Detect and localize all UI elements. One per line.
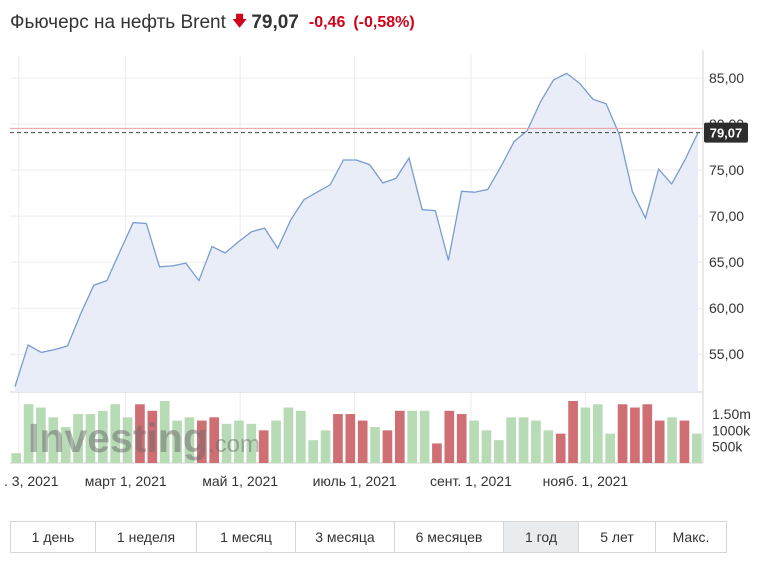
volume-tick-label: 1000k (712, 422, 751, 438)
volume-bars (11, 401, 702, 463)
volume-bar (36, 407, 46, 463)
volume-bar (135, 404, 145, 463)
x-axis: . 3, 2021 март 1, 2021 май 1, 2021 июль 1, … (4, 473, 628, 489)
volume-bar (320, 430, 331, 463)
volume-bar (432, 443, 442, 463)
tab-period-5[interactable]: 1 год (504, 522, 579, 552)
volume-bar (122, 417, 133, 463)
volume-bar (295, 410, 306, 463)
volume-bar (184, 417, 195, 463)
volume-bar (605, 433, 616, 463)
price-chart[interactable]: Investing.com 55,00 60,00 65,00 70,00 75,00 8… (0, 0, 774, 500)
volume-bar (258, 430, 269, 463)
volume-bar (159, 401, 170, 463)
volume-bar (506, 417, 517, 463)
volume-bar (11, 453, 22, 463)
volume-bar (147, 410, 158, 463)
volume-bar (234, 420, 244, 463)
y-tick-label: 65,00 (709, 254, 744, 270)
volume-bar (679, 420, 690, 463)
volume-bar (48, 417, 59, 463)
tab-period-1[interactable]: 1 неделя (96, 522, 197, 552)
volume-bar (271, 420, 281, 463)
y-tick-label: 60,00 (709, 300, 744, 316)
volume-bar (481, 430, 492, 463)
volume-bar (246, 423, 257, 463)
y-tick-label: 55,00 (709, 346, 744, 362)
x-tick-label: . 3, 2021 (4, 473, 59, 489)
volume-bar (691, 433, 702, 463)
volume-bar (283, 407, 294, 463)
tab-period-0[interactable]: 1 день (11, 522, 96, 552)
volume-bar (110, 404, 121, 463)
volume-bar (172, 420, 182, 463)
period-tabs: 1 день 1 неделя 1 месяц 3 месяца 6 месяцев 1 … (10, 521, 727, 553)
volume-tick-label: 500k (712, 439, 743, 455)
instrument-title: Фьючерс на нефть Brent (10, 12, 226, 33)
tab-period-6[interactable]: 5 лет (579, 522, 656, 552)
tab-period-7[interactable]: Макс. (656, 522, 727, 552)
tab-period-3[interactable]: 3 месяца (296, 522, 395, 552)
y-tick-label: 85,00 (709, 70, 744, 86)
volume-bar (221, 423, 232, 463)
volume-bar (592, 404, 603, 463)
volume-bar (419, 410, 430, 463)
volume-bar (209, 417, 220, 463)
volume-bar (333, 414, 343, 463)
last-price: 79,07 (251, 12, 299, 33)
volume-bar (617, 404, 628, 463)
volume-bar (667, 417, 677, 463)
volume-bar (357, 420, 368, 463)
volume-bar (555, 433, 566, 463)
volume-bar (382, 430, 393, 463)
volume-bar (493, 440, 504, 463)
arrow-down-icon: 🡇 (231, 12, 248, 30)
volume-bar (654, 420, 665, 463)
chart-header: Фьючерс на нефть Brent 🡇 79,07 -0,46 (-0… (10, 8, 415, 38)
x-tick-label: июль 1, 2021 (313, 473, 397, 489)
x-tick-label: май 1, 2021 (202, 473, 278, 489)
tab-period-2[interactable]: 1 месяц (197, 522, 296, 552)
volume-bar (568, 401, 578, 463)
volume-bar (543, 430, 554, 463)
volume-bar (642, 404, 653, 463)
volume-bar (456, 414, 467, 463)
volume-bar (345, 414, 356, 463)
volume-bar (394, 410, 405, 463)
volume-bar (469, 420, 479, 463)
x-tick-label: нояб. 1, 2021 (543, 473, 629, 489)
volume-bar (531, 420, 541, 463)
volume-bar (97, 410, 108, 463)
price-area (15, 73, 698, 393)
y-tick-label: 75,00 (709, 162, 744, 178)
volume-bar (308, 440, 319, 463)
volume-bar (518, 417, 529, 463)
volume-bar (60, 427, 71, 463)
price-line (14, 72, 699, 387)
volume-bar (85, 414, 96, 463)
y-tick-label: 70,00 (709, 208, 744, 224)
x-tick-label: сент. 1, 2021 (430, 473, 512, 489)
watermark-logo: Investing.com (28, 415, 260, 461)
x-tick-label: март 1, 2021 (85, 473, 167, 489)
last-price-label: 79,07 (710, 126, 743, 141)
volume-bar (196, 420, 207, 463)
last-price-marker: 79,07 (704, 122, 748, 143)
volume-bar (407, 410, 418, 463)
volume-tick-label: 1.50m (712, 406, 751, 422)
price-change: -0,46 (308, 14, 346, 31)
volume-bar (630, 407, 640, 463)
volume-bar (444, 410, 455, 463)
volume-bar (73, 414, 83, 463)
tab-period-4[interactable]: 6 месяцев (395, 522, 504, 552)
volume-bar (370, 427, 380, 463)
price-change-percent: (-0,58%) (353, 14, 415, 31)
volume-bar (580, 407, 591, 463)
volume-bar (23, 404, 34, 463)
